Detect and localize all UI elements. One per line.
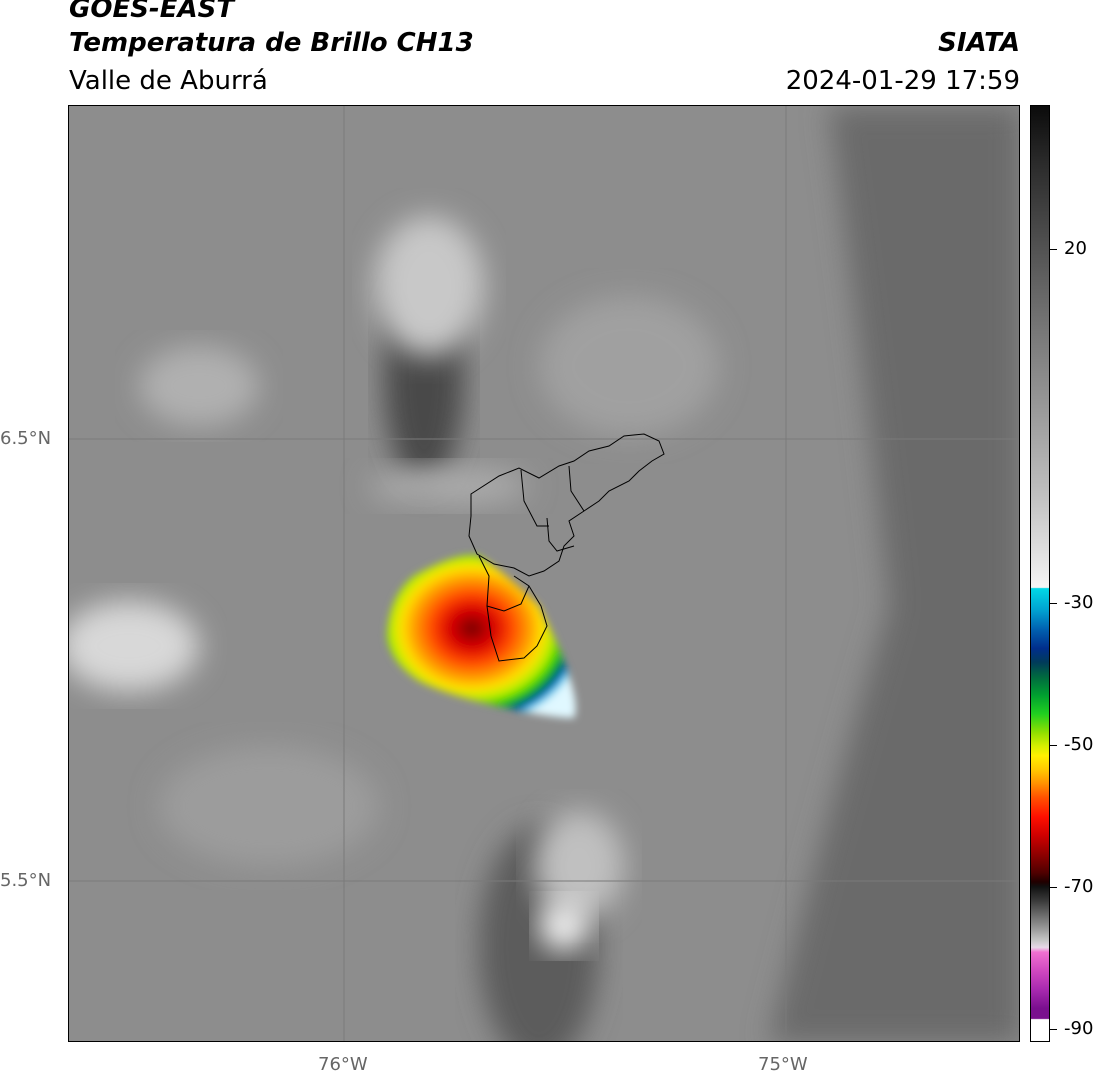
source-label: SIATA <box>938 28 1020 58</box>
colorbar-tick <box>1050 887 1057 888</box>
colorbar-tick-label: 20 <box>1064 238 1087 259</box>
product-title: Temperatura de Brillo CH13 <box>69 28 474 58</box>
lat-label: 6.5°N <box>0 428 52 449</box>
colorbar-tick-label: -70 <box>1064 876 1094 897</box>
colorbar-tick-label: -30 <box>1064 592 1094 613</box>
colorbar-tick <box>1050 603 1057 604</box>
datetime-label: 2024-01-29 17:59 <box>785 66 1020 96</box>
colorbar-tick-label: -90 <box>1064 1018 1094 1039</box>
map-image <box>69 106 1019 1041</box>
storm-cell <box>387 555 576 718</box>
lon-label: 76°W <box>318 1054 368 1075</box>
lon-label: 75°W <box>758 1054 808 1075</box>
region-subtitle: Valle de Aburrá <box>69 66 268 96</box>
colorbar-tick-label: -50 <box>1064 734 1094 755</box>
satellite-title: GOES-EAST <box>69 0 235 24</box>
colorbar-tick <box>1050 745 1057 746</box>
lat-label: 5.5°N <box>0 870 52 891</box>
colorbar-tick <box>1050 1029 1057 1030</box>
colorbar <box>1030 105 1050 1042</box>
satellite-map[interactable] <box>68 105 1020 1042</box>
colorbar-tick <box>1050 249 1057 250</box>
